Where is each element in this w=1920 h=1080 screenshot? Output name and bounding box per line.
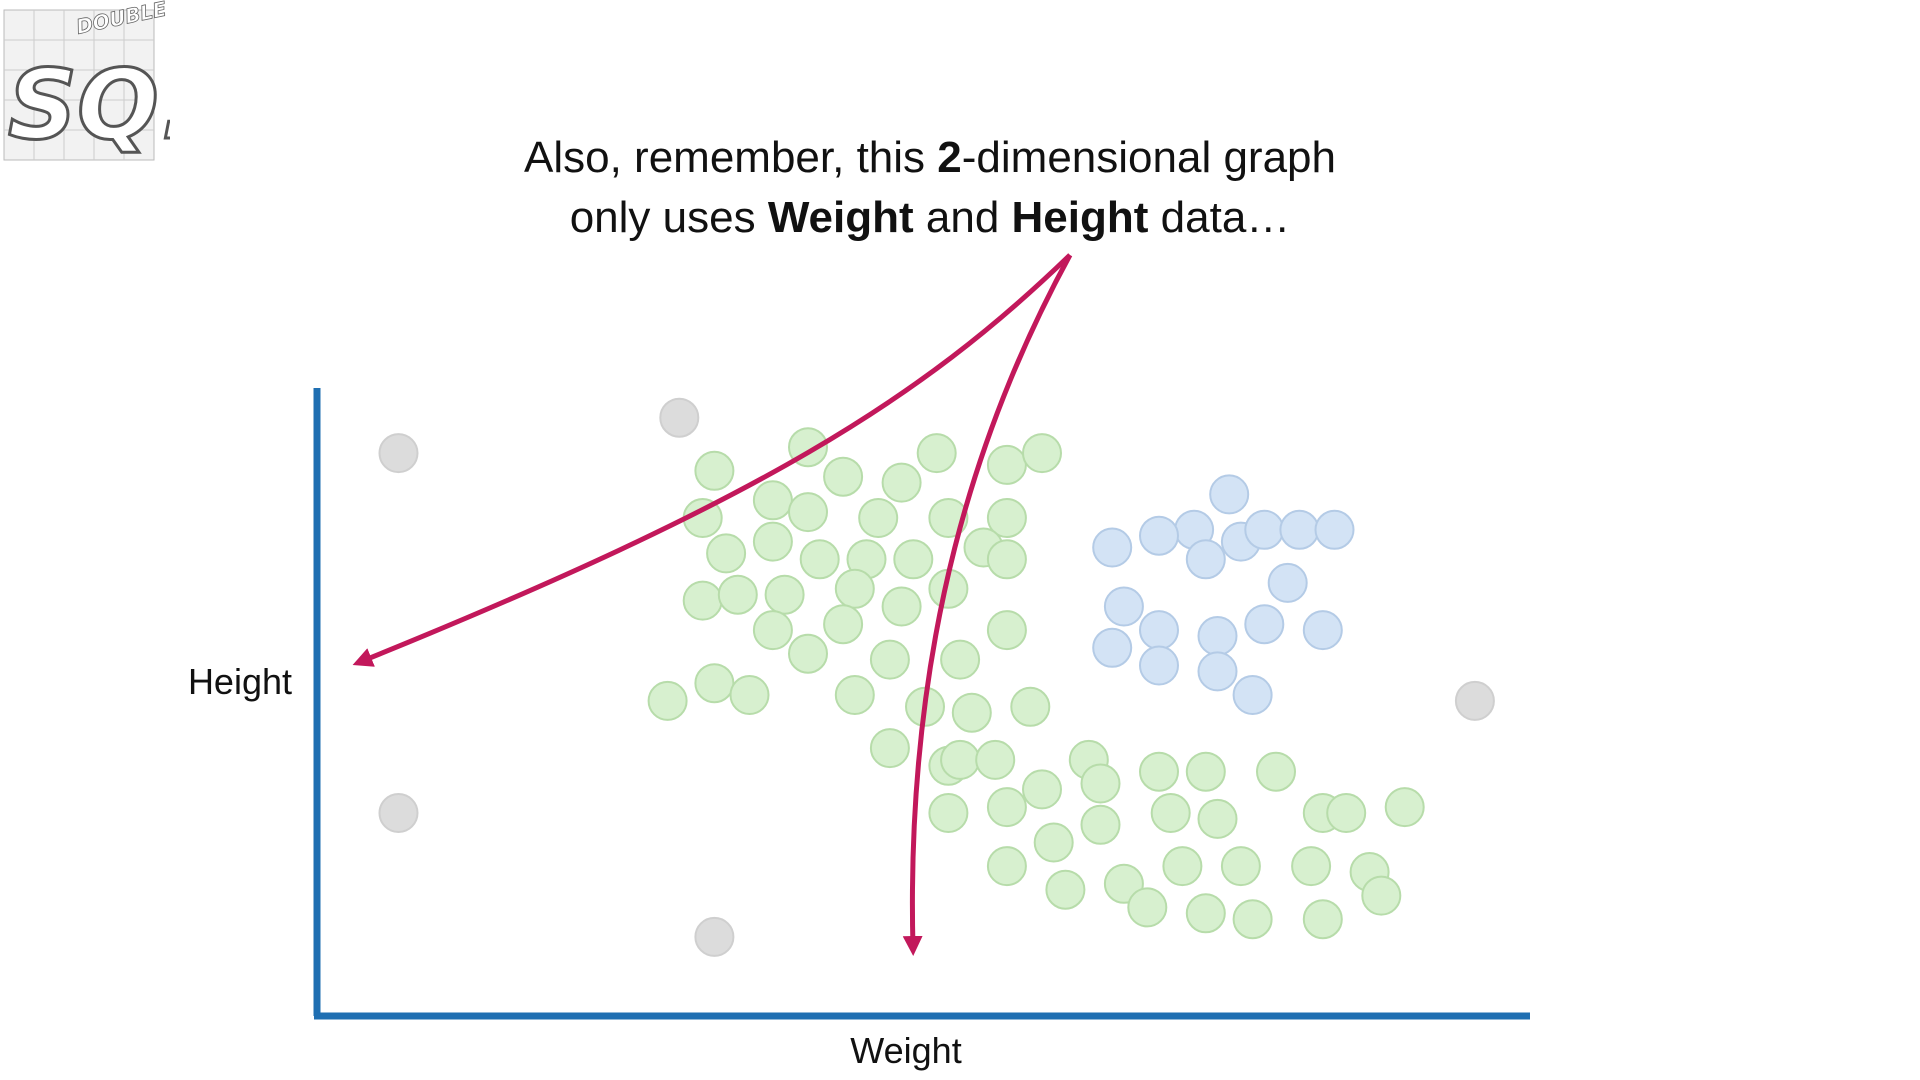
green-data-point	[823, 456, 864, 497]
green-data-point	[986, 498, 1027, 538]
gray-data-point	[378, 433, 419, 474]
caption-text: Also, remember, this	[524, 133, 938, 182]
green-data-point	[717, 574, 758, 615]
blue-data-point	[1139, 610, 1179, 651]
green-data-point	[1022, 769, 1062, 810]
green-data-point	[869, 639, 910, 680]
green-data-point	[986, 444, 1027, 485]
green-data-point	[1127, 887, 1168, 928]
blue-data-point	[1092, 527, 1133, 568]
green-data-point	[788, 492, 828, 533]
green-data-point	[1384, 787, 1425, 828]
green-data-point	[694, 663, 735, 704]
green-data-point	[986, 846, 1027, 887]
green-data-point	[940, 739, 981, 780]
gray-data-point	[378, 793, 419, 833]
gray-data-point	[659, 397, 700, 438]
green-data-point	[834, 568, 875, 609]
caption-line-2: only uses Weight and Height data…	[260, 188, 1600, 248]
green-data-point	[951, 692, 992, 733]
green-data-point	[1080, 804, 1121, 845]
caption-line-1: Also, remember, this 2-dimensional graph	[260, 128, 1600, 188]
gray-data-point	[1454, 680, 1495, 721]
green-data-point	[986, 610, 1027, 651]
blue-data-point	[1209, 474, 1250, 515]
green-data-point	[1326, 793, 1367, 833]
arrow-to-height-axis	[352, 253, 1072, 667]
green-data-point	[834, 675, 875, 715]
caption-bold-2: 2	[937, 133, 962, 182]
green-data-point	[799, 539, 840, 580]
green-data-point	[1150, 793, 1191, 833]
caption-text: only uses	[569, 193, 768, 242]
blue-data-point	[1267, 562, 1308, 603]
green-data-point	[823, 604, 864, 645]
arrow-to-weight-axis	[902, 253, 1073, 956]
green-data-point	[752, 610, 793, 651]
green-data-point	[752, 480, 793, 521]
blue-data-point	[1197, 616, 1238, 656]
blue-data-point	[1139, 645, 1179, 686]
green-data-point	[975, 739, 1016, 780]
blue-data-point	[1302, 610, 1343, 651]
green-data-point	[647, 680, 688, 721]
logo-letters: SQ!	[8, 49, 170, 161]
green-data-point	[752, 521, 793, 562]
green-data-point	[694, 450, 735, 491]
blue-data-point	[1314, 509, 1355, 550]
caption: Also, remember, this 2-dimensional graph…	[260, 128, 1600, 248]
green-data-point	[1139, 751, 1179, 792]
blue-data-point	[1185, 539, 1226, 580]
green-data-point	[729, 675, 770, 715]
gray-data-point	[694, 916, 735, 957]
green-data-point	[1220, 846, 1261, 887]
green-data-point	[1302, 899, 1343, 940]
green-data-point	[1033, 822, 1074, 863]
green-data-point	[706, 533, 747, 574]
green-data-point	[858, 498, 899, 538]
points-layer	[378, 397, 1495, 957]
caption-text: data…	[1148, 193, 1291, 242]
green-data-point	[764, 574, 805, 615]
green-data-point	[940, 639, 981, 680]
green-data-point	[869, 728, 910, 769]
green-data-point	[881, 586, 922, 627]
y-axis-label: Height	[188, 661, 292, 702]
green-data-point	[1185, 893, 1226, 934]
green-data-point	[916, 433, 957, 474]
blue-data-point	[1244, 604, 1285, 645]
green-data-point	[986, 539, 1027, 580]
caption-text: -dimensional graph	[961, 133, 1336, 182]
blue-data-point	[1103, 586, 1144, 627]
green-data-point	[1162, 846, 1203, 887]
green-data-point	[881, 462, 922, 503]
caption-text: and	[913, 193, 1012, 242]
blue-data-point	[1279, 509, 1320, 550]
green-data-point	[1291, 846, 1332, 887]
green-data-point	[986, 787, 1027, 828]
green-data-point	[928, 793, 969, 833]
green-data-point	[1080, 763, 1121, 804]
blue-data-point	[1197, 651, 1238, 692]
green-data-point	[1361, 875, 1402, 916]
statquest-logo: DOUBLE BAM!! SQ!	[3, 0, 170, 163]
green-data-point	[1022, 433, 1062, 474]
green-data-point	[1185, 751, 1226, 792]
green-data-point	[682, 580, 723, 621]
x-axis-label: Weight	[850, 1030, 961, 1071]
green-data-point	[1197, 798, 1238, 839]
caption-bold-weight: Weight	[767, 193, 914, 242]
green-data-point	[1232, 899, 1273, 940]
green-data-point	[893, 539, 934, 580]
green-data-point	[1010, 686, 1051, 727]
caption-bold-height: Height	[1011, 193, 1149, 242]
blue-data-point	[1092, 627, 1133, 668]
green-data-point	[1256, 751, 1296, 792]
green-data-point	[1045, 869, 1086, 910]
blue-data-point	[1244, 509, 1285, 550]
blue-data-point	[1139, 515, 1179, 556]
blue-data-point	[1232, 675, 1273, 715]
green-data-point	[788, 633, 828, 674]
